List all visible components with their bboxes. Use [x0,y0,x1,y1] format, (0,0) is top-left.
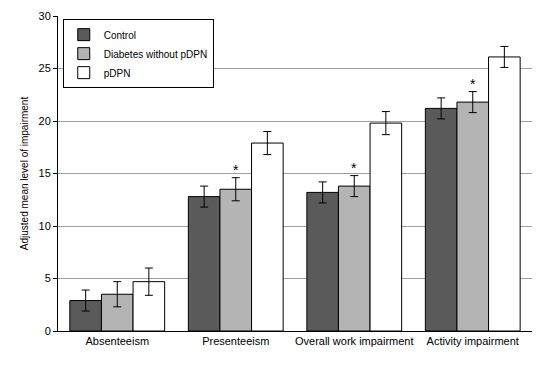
svg-text:10: 10 [39,220,51,232]
svg-text:Diabetes without pDPN: Diabetes without pDPN [104,49,207,60]
svg-text:Activity impairment: Activity impairment [427,335,519,347]
svg-text:*: * [233,162,239,178]
svg-text:*: * [470,76,476,92]
svg-text:0: 0 [45,325,51,337]
svg-text:Presenteeism: Presenteeism [202,335,269,347]
svg-text:Adjusted mean level of impairm: Adjusted mean level of impairment [19,97,30,251]
svg-text:*: * [351,160,357,176]
svg-text:Absenteeism: Absenteeism [85,335,149,347]
svg-text:20: 20 [39,115,51,127]
svg-text:5: 5 [45,272,51,284]
svg-text:30: 30 [39,10,51,22]
svg-text:15: 15 [39,167,51,179]
svg-text:Control: Control [104,30,136,41]
svg-text:pDPN: pDPN [104,68,131,79]
svg-text:Overall work impairment: Overall work impairment [295,335,414,347]
svg-text:25: 25 [39,62,51,74]
